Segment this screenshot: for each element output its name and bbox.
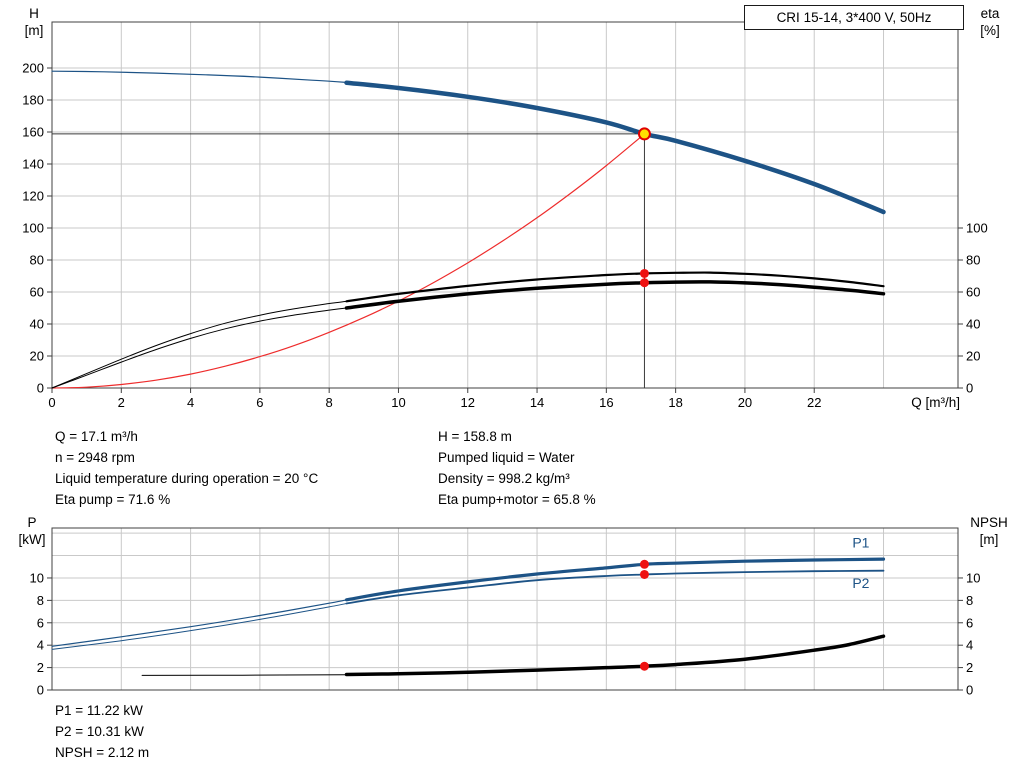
y-left-tick-label: 160 (22, 125, 44, 140)
series-label-p1: P1 (852, 535, 869, 551)
y-left-tick-label: 0 (37, 381, 44, 396)
info-line-npsh: NPSH = 2.12 m (55, 745, 150, 760)
x-tick-label: 20 (738, 395, 752, 410)
y-right-tick-label: 80 (966, 253, 980, 268)
y-left-tick-label: 0 (37, 683, 44, 698)
info-line-head: H = 158.8 m (438, 429, 512, 444)
eta-axis-label: eta [%] (968, 5, 1012, 39)
info-line-liquid: Pumped liquid = Water (438, 450, 575, 465)
eta-pump-motor-curve-thin (51, 307, 347, 389)
power-info: P1 = 11.22 kW P2 = 10.31 kW NPSH = 2.12 … (55, 700, 149, 763)
y-right-tick-label: 20 (966, 349, 980, 364)
info-line-density: Density = 998.2 kg/m³ (438, 471, 570, 486)
y-right-tick-label: 0 (966, 381, 973, 396)
x-tick-label: 4 (187, 395, 194, 410)
system-curve (51, 133, 646, 389)
p1-curve (344, 557, 886, 602)
p2-curve-thin (51, 603, 347, 650)
info-line-q: Q = 17.1 m³/h (55, 429, 138, 444)
info-line-speed: n = 2948 rpm (55, 450, 135, 465)
duty-point (637, 127, 651, 141)
p1-curve-thin (51, 599, 348, 647)
plot-border (51, 527, 959, 691)
power-npsh-chart: 0 2 4 6 8 10 0 2 4 6 8 10 P1 P2 (30, 527, 980, 698)
eta-axis-label-line2: [%] (980, 23, 1000, 38)
plot-border (51, 21, 959, 389)
x-tick-label: 18 (668, 395, 682, 410)
head-curve-thin (51, 70, 348, 83)
info-line-eta-pump-motor: Eta pump+motor = 65.8 % (438, 492, 596, 507)
info-line-p1: P1 = 11.22 kW (55, 703, 143, 718)
eta-pump-motor-curve (344, 280, 886, 310)
series-label-p2: P2 (852, 575, 869, 591)
pump-title-box: CRI 15-14, 3*400 V, 50Hz (744, 5, 964, 30)
npsh-marker (639, 661, 649, 671)
npsh-axis-label-line1: NPSH (970, 515, 1008, 530)
y-right-tick-label: 2 (966, 660, 973, 675)
npsh-curve-thin (141, 674, 347, 676)
y-right-tick-label: 60 (966, 285, 980, 300)
info-line-temperature: Liquid temperature during operation = 20… (55, 471, 319, 486)
info-line-eta-pump: Eta pump = 71.6 % (55, 492, 171, 507)
y-left-tick-label: 200 (22, 61, 44, 76)
y-left-tick-label: 80 (30, 253, 44, 268)
x-tick-label: 8 (326, 395, 333, 410)
x-tick-label: 10 (391, 395, 405, 410)
h-axis-label: H [m] (16, 5, 52, 39)
y-left-tick-label: 60 (30, 285, 44, 300)
y-left-tick-label: 20 (30, 349, 44, 364)
p2-curve (345, 569, 885, 605)
info-line-p2: P2 = 10.31 kW (55, 724, 144, 739)
duty-info-right: H = 158.8 m Pumped liquid = Water Densit… (438, 426, 596, 510)
y-left-tick-label: 140 (22, 157, 44, 172)
y-left-tick-label: 100 (22, 221, 44, 236)
x-tick-label: 14 (530, 395, 544, 410)
eta-pump-curve-thin (51, 300, 347, 389)
x-tick-label: 16 (599, 395, 613, 410)
npsh-curve (344, 634, 886, 677)
duty-info-left: Q = 17.1 m³/h n = 2948 rpm Liquid temper… (55, 426, 318, 510)
p-axis-label: P [kW] (10, 514, 54, 548)
eta-axis-label-line1: eta (980, 6, 1000, 21)
p-axis-label-line2: [kW] (18, 532, 46, 547)
y-right-tick-label: 6 (966, 615, 973, 630)
hq-eta-chart: 0 2 4 6 8 10 12 14 16 18 20 22 0 20 40 60 80 100 120 140 160… (22, 21, 988, 410)
eta-pump-curve (345, 271, 885, 303)
q-axis-label: Q [m³/h] (911, 395, 960, 410)
y-left-tick-label: 40 (30, 317, 44, 332)
p2-marker (639, 569, 649, 579)
y-left-tick-label: 10 (30, 570, 44, 585)
x-tick-label: 12 (461, 395, 475, 410)
head-curve (344, 80, 886, 215)
y-right-tick-label: 8 (966, 593, 973, 608)
y-left-tick-label: 8 (37, 593, 44, 608)
y-left-tick-label: 4 (37, 638, 44, 653)
x-tick-label: 0 (48, 395, 55, 410)
x-tick-label: 2 (118, 395, 125, 410)
y-right-tick-label: 40 (966, 317, 980, 332)
p-axis-label-line1: P (27, 515, 37, 530)
eta-pump-motor-marker (639, 278, 649, 288)
y-right-tick-label: 4 (966, 638, 973, 653)
y-right-tick-label: 0 (966, 683, 973, 698)
y-right-tick-label: 10 (966, 570, 980, 585)
y-left-tick-label: 180 (22, 93, 44, 108)
x-tick-label: 6 (256, 395, 263, 410)
eta-pump-marker (639, 268, 649, 278)
npsh-axis-label-line2: [m] (979, 532, 999, 547)
y-left-tick-label: 120 (22, 189, 44, 204)
y-left-tick-label: 2 (37, 660, 44, 675)
h-axis-label-line1: H (29, 6, 39, 21)
h-axis-label-line2: [m] (24, 23, 44, 38)
x-tick-label: 22 (807, 395, 821, 410)
p1-marker (639, 559, 649, 569)
y-right-tick-label: 100 (966, 221, 988, 236)
npsh-axis-label: NPSH [m] (960, 514, 1018, 548)
y-left-tick-label: 6 (37, 615, 44, 630)
